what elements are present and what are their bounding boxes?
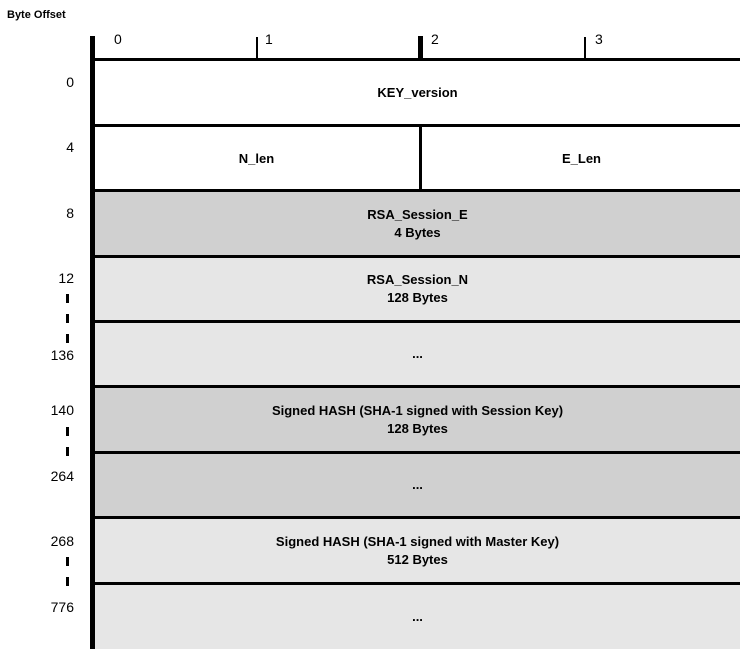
offset-label-0: 0 xyxy=(66,74,74,90)
range-dash xyxy=(66,334,69,343)
row-divider xyxy=(92,320,740,323)
offset-label-268: 268 xyxy=(50,533,74,549)
row-rsa-session-n-continued: ... xyxy=(95,323,740,385)
rsa-session-e-size: 4 Bytes xyxy=(394,224,441,240)
signed-hash-session-size: 128 Bytes xyxy=(387,420,448,436)
row-key-version: KEY_version xyxy=(95,61,740,124)
range-dash xyxy=(66,557,69,566)
left-border xyxy=(90,36,95,649)
offset-label-136: 136 xyxy=(50,347,74,363)
rsa-session-n-size: 128 Bytes xyxy=(387,290,448,305)
ellipsis: ... xyxy=(412,609,423,624)
field-divider xyxy=(419,127,422,189)
row-divider xyxy=(92,255,740,258)
range-dash xyxy=(66,314,69,323)
byte-offset-header: Byte Offset xyxy=(7,9,66,21)
column-label-3: 3 xyxy=(595,31,603,47)
signed-hash-master-label: Signed HASH (SHA-1 signed with Master Ke… xyxy=(275,533,560,549)
cell-n-len: N_len xyxy=(95,127,418,189)
n-len-label: N_len xyxy=(238,150,275,166)
range-dash xyxy=(66,447,69,456)
column-tick-1 xyxy=(256,37,258,59)
row-divider xyxy=(92,582,740,585)
column-label-2: 2 xyxy=(431,31,439,47)
rsa-session-n-label: RSA_Session_N xyxy=(366,272,469,287)
ellipsis: ... xyxy=(412,346,423,361)
range-dash xyxy=(66,294,69,303)
e-len-label: E_Len xyxy=(561,150,601,166)
row-signed-hash-master-continued: ... xyxy=(95,585,740,649)
ellipsis: ... xyxy=(412,477,423,492)
offset-label-4: 4 xyxy=(66,139,74,155)
column-label-0: 0 xyxy=(114,31,122,47)
row-signed-hash-master: Signed HASH (SHA-1 signed with Master Ke… xyxy=(95,519,740,582)
signed-hash-master-size: 512 Bytes xyxy=(387,551,448,567)
top-border xyxy=(92,58,740,61)
offset-label-8: 8 xyxy=(66,205,74,221)
row-divider xyxy=(92,516,740,519)
offset-label-140: 140 xyxy=(50,402,74,418)
column-label-1: 1 xyxy=(265,31,273,47)
rsa-session-e-label: RSA_Session_E xyxy=(367,206,468,222)
range-dash xyxy=(66,427,69,436)
offset-label-776: 776 xyxy=(50,599,74,615)
row-signed-hash-session-continued: ... xyxy=(95,454,740,516)
row-divider xyxy=(92,385,740,388)
offset-label-12: 12 xyxy=(58,270,74,286)
row-rsa-session-n: RSA_Session_N 128 Bytes xyxy=(95,258,740,320)
column-tick-2 xyxy=(418,36,423,60)
row-signed-hash-session: Signed HASH (SHA-1 signed with Session K… xyxy=(95,388,740,451)
offset-label-264: 264 xyxy=(50,468,74,484)
row-rsa-session-e: RSA_Session_E 4 Bytes xyxy=(95,192,740,255)
key-version-label: KEY_version xyxy=(377,84,458,100)
row-divider xyxy=(92,189,740,192)
row-divider xyxy=(92,451,740,454)
cell-e-len: E_Len xyxy=(423,127,740,189)
column-tick-3 xyxy=(584,37,586,59)
signed-hash-session-label: Signed HASH (SHA-1 signed with Session K… xyxy=(271,402,564,418)
row-divider xyxy=(92,124,740,127)
range-dash xyxy=(66,577,69,586)
